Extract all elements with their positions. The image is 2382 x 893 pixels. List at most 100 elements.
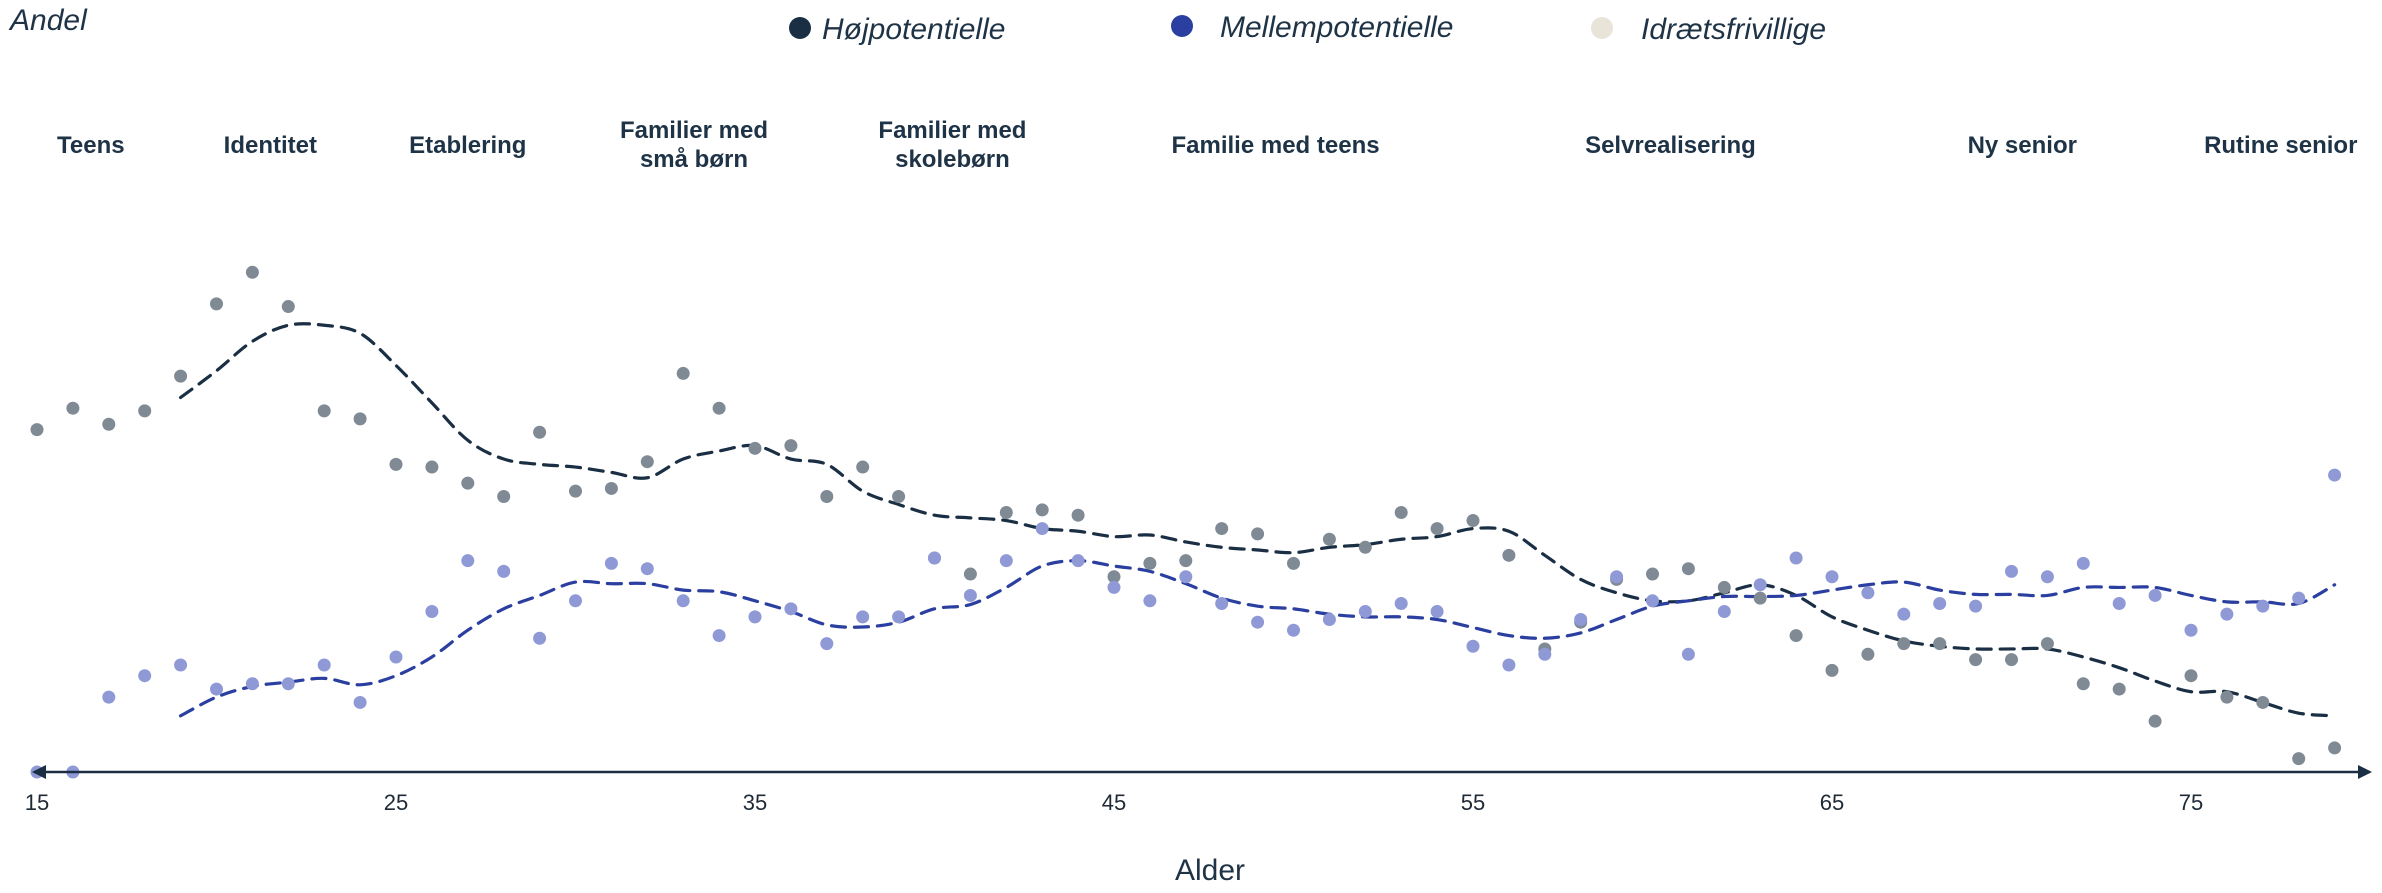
- data-point-mellempotentielle: [1825, 570, 1839, 584]
- data-point-hojpotentielle: [640, 455, 654, 469]
- data-point-hojpotentielle: [1107, 570, 1121, 584]
- x-tick-label: 55: [1461, 790, 1485, 815]
- phase-label: Ny senior: [1968, 132, 2077, 159]
- data-point-hojpotentielle: [2148, 714, 2162, 728]
- data-point-mellempotentielle: [2040, 570, 2054, 584]
- data-point-mellempotentielle: [1430, 605, 1444, 618]
- data-point-mellempotentielle: [640, 562, 654, 576]
- data-point-mellempotentielle: [425, 605, 439, 618]
- data-point-hojpotentielle: [1969, 653, 1983, 667]
- x-axis-ticks: 15 25 35 45 55 65 75: [25, 790, 2203, 815]
- data-point-hojpotentielle: [1251, 527, 1265, 541]
- data-point-mellempotentielle: [1107, 580, 1121, 594]
- data-point-mellempotentielle: [1466, 639, 1480, 653]
- data-point-mellempotentielle: [353, 695, 367, 709]
- data-point-mellempotentielle: [1502, 658, 1516, 672]
- data-point-mellempotentielle: [604, 556, 618, 570]
- data-point-hojpotentielle: [820, 489, 834, 503]
- data-point-mellempotentielle: [2005, 564, 2018, 578]
- x-tick-label: 35: [743, 790, 767, 815]
- phase-label: Teens: [57, 132, 125, 159]
- data-point-mellempotentielle: [1538, 647, 1552, 661]
- data-point-hojpotentielle: [2220, 690, 2234, 704]
- data-point-mellempotentielle: [497, 564, 511, 578]
- data-point-mellempotentielle: [569, 594, 582, 608]
- data-point-mellempotentielle: [533, 631, 547, 645]
- data-point-hojpotentielle: [784, 439, 798, 453]
- data-point-hojpotentielle: [856, 460, 870, 474]
- data-point-hojpotentielle: [748, 441, 762, 455]
- data-point-hojpotentielle: [1179, 554, 1193, 568]
- data-point-mellempotentielle: [138, 669, 152, 683]
- data-point-hojpotentielle: [999, 506, 1013, 520]
- phase-label-line: skolebørn: [895, 146, 1010, 173]
- data-point-hojpotentielle: [963, 567, 977, 581]
- trend-line-hojpotentielle: [179, 322, 2337, 718]
- data-point-hojpotentielle: [2256, 695, 2270, 709]
- phase-label-line: Familier med: [620, 117, 768, 144]
- x-tick-label: 75: [2179, 790, 2203, 815]
- data-point-mellempotentielle: [1322, 613, 1336, 627]
- x-tick-label: 15: [25, 790, 49, 815]
- data-point-mellempotentielle: [210, 682, 223, 696]
- phase-label-line: små børn: [640, 146, 748, 173]
- data-point-hojpotentielle: [1143, 556, 1157, 570]
- data-point-mellempotentielle: [1610, 570, 1624, 584]
- legend-label-mellempotentielle: Mellempotentielle: [1220, 11, 1453, 44]
- data-point-hojpotentielle: [281, 300, 295, 314]
- data-point-hojpotentielle: [1035, 503, 1049, 517]
- data-point-hojpotentielle: [245, 265, 259, 279]
- data-point-hojpotentielle: [1071, 508, 1085, 522]
- data-point-mellempotentielle: [1646, 594, 1659, 608]
- data-point-mellempotentielle: [928, 551, 941, 565]
- phase-label-line: Ny senior: [1968, 132, 2077, 159]
- phase-label-line: Familie med teens: [1172, 132, 1380, 159]
- legend-label-idraetsfrivillige: Idrætsfrivillige: [1641, 13, 1826, 46]
- phase-label: Familier med skolebørn: [878, 117, 1026, 173]
- data-point-hojpotentielle: [1825, 663, 1839, 677]
- data-point-mellempotentielle: [963, 588, 977, 602]
- data-point-mellempotentielle: [892, 610, 906, 624]
- data-point-mellempotentielle: [1717, 605, 1731, 618]
- trend-lines: [179, 322, 2337, 718]
- data-point-mellempotentielle: [2112, 596, 2126, 610]
- data-point-hojpotentielle: [1322, 532, 1336, 546]
- data-point-hojpotentielle: [30, 423, 44, 437]
- data-point-hojpotentielle: [712, 401, 726, 415]
- data-point-mellempotentielle: [1179, 570, 1193, 584]
- data-point-hojpotentielle: [2184, 669, 2198, 683]
- phase-label-line: Teens: [57, 132, 125, 159]
- phase-label-line: Familier med: [878, 117, 1026, 144]
- data-point-hojpotentielle: [569, 484, 582, 498]
- phase-label-line: Identitet: [224, 132, 317, 159]
- phase-label-line: Rutine senior: [2204, 132, 2357, 159]
- data-point-hojpotentielle: [174, 369, 188, 383]
- data-point-hojpotentielle: [2328, 741, 2342, 755]
- data-point-hojpotentielle: [2292, 752, 2306, 766]
- phase-label: Familie med teens: [1172, 132, 1380, 159]
- data-point-hojpotentielle: [1215, 522, 1229, 536]
- data-point-mellempotentielle: [2256, 599, 2270, 613]
- data-point-hojpotentielle: [604, 481, 618, 495]
- data-point-mellempotentielle: [1789, 551, 1803, 565]
- data-point-hojpotentielle: [425, 460, 439, 474]
- data-point-mellempotentielle: [999, 554, 1013, 568]
- data-point-hojpotentielle: [1753, 591, 1767, 605]
- data-point-mellempotentielle: [1861, 586, 1875, 600]
- data-point-hojpotentielle: [1394, 506, 1408, 520]
- data-point-hojpotentielle: [102, 417, 116, 431]
- data-point-hojpotentielle: [892, 489, 906, 503]
- phase-label: Identitet: [224, 132, 317, 159]
- data-point-mellempotentielle: [2220, 607, 2234, 621]
- data-point-hojpotentielle: [1502, 548, 1516, 562]
- data-point-mellempotentielle: [389, 650, 403, 664]
- data-point-hojpotentielle: [1646, 567, 1659, 581]
- data-point-mellempotentielle: [2292, 591, 2306, 605]
- data-point-hojpotentielle: [138, 404, 152, 418]
- data-point-hojpotentielle: [317, 404, 331, 418]
- y-axis-label: Andel: [8, 4, 88, 37]
- data-point-mellempotentielle: [461, 554, 475, 568]
- data-point-hojpotentielle: [676, 366, 690, 380]
